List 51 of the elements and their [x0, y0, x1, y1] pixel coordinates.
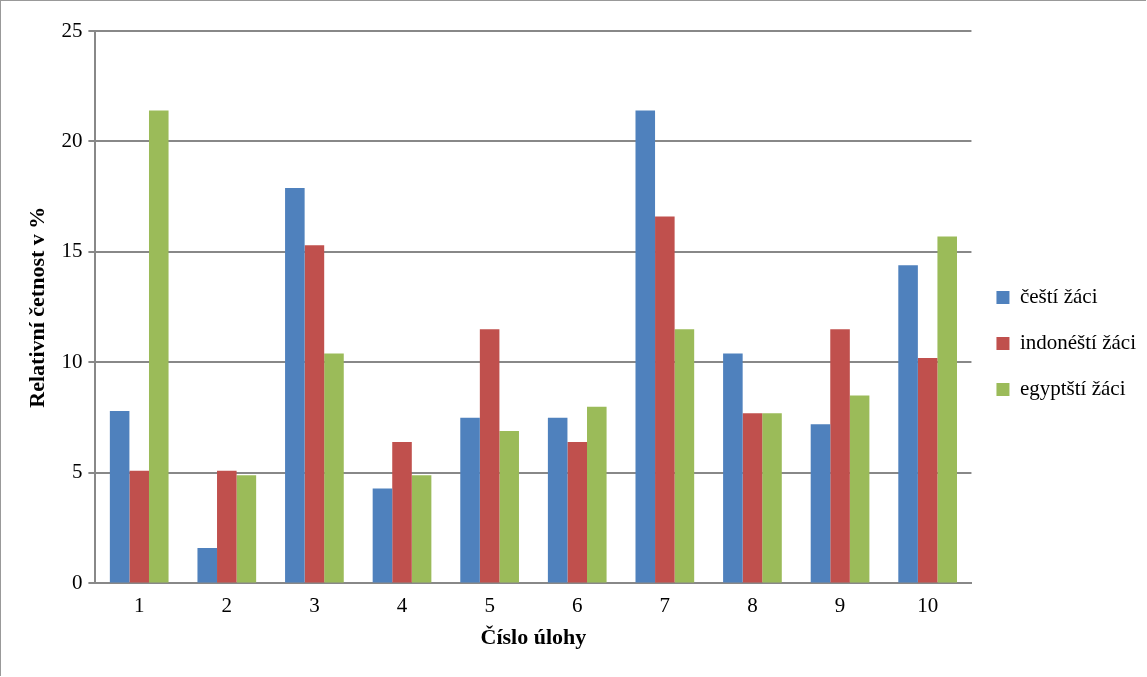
bar	[392, 441, 412, 583]
bar	[148, 110, 169, 583]
bar	[898, 265, 918, 583]
bar	[324, 353, 344, 583]
bar	[217, 470, 237, 583]
bar	[236, 475, 257, 583]
bar	[547, 417, 568, 583]
y-tick-label: 15	[61, 238, 83, 263]
bar	[830, 329, 850, 583]
legend-label: indonéští žáci	[1019, 330, 1137, 355]
y-axis-title: Relativní četnost v %	[23, 206, 49, 408]
x-axis-title: Číslo úlohy	[480, 624, 587, 650]
x-tick-label: 6	[571, 592, 583, 617]
bar	[109, 411, 130, 583]
bar	[587, 406, 607, 583]
x-tick-label: 9	[834, 592, 846, 617]
bar	[723, 353, 743, 583]
y-tick-label: 25	[61, 17, 83, 42]
bar	[917, 358, 938, 583]
y-tick-label: 10	[61, 348, 83, 373]
bar	[849, 395, 870, 583]
x-tick-label: 2	[221, 592, 233, 617]
bar	[372, 488, 393, 583]
y-tick-label: 0	[71, 569, 83, 594]
bar	[479, 329, 500, 583]
x-tick-label: 1	[133, 592, 145, 617]
bar	[499, 430, 519, 583]
bar	[810, 424, 831, 583]
y-tick-label: 20	[61, 128, 83, 152]
bar	[304, 245, 325, 583]
x-tick-label: 5	[484, 592, 495, 617]
legend-label: egyptští žáci	[1019, 376, 1126, 401]
bar	[635, 110, 656, 583]
bar	[655, 216, 675, 583]
bar	[129, 470, 149, 583]
x-tick-label: 10	[917, 592, 939, 617]
bar	[460, 417, 480, 583]
x-tick-label: 4	[396, 592, 408, 617]
x-tick-label: 7	[659, 592, 671, 617]
bar	[674, 329, 695, 583]
x-tick-label: 8	[747, 592, 758, 617]
bar	[762, 413, 782, 583]
bar	[567, 441, 588, 583]
bar	[742, 413, 763, 583]
bar	[285, 187, 305, 583]
legend-label: čeští žáci	[1019, 284, 1098, 309]
bar	[937, 236, 957, 583]
bar	[411, 475, 432, 583]
y-tick-label: 5	[71, 459, 83, 484]
x-tick-label: 3	[309, 592, 320, 617]
bar	[197, 548, 218, 583]
